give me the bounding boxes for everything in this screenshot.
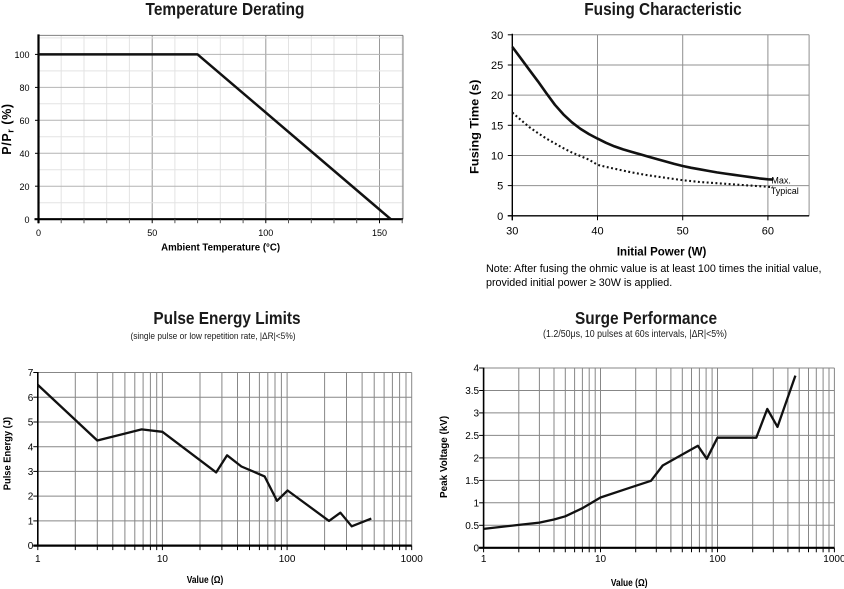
svg-text:2: 2	[474, 454, 480, 465]
svg-text:30: 30	[506, 226, 518, 238]
svg-text:3: 3	[474, 409, 480, 420]
svg-text:4: 4	[28, 442, 34, 453]
svg-text:60: 60	[19, 116, 29, 126]
svg-text:3.5: 3.5	[465, 386, 479, 397]
svg-text:0: 0	[474, 543, 480, 554]
svg-text:5: 5	[497, 181, 503, 193]
svg-text:0: 0	[36, 228, 41, 238]
svg-text:60: 60	[762, 226, 774, 238]
svg-text:1: 1	[474, 498, 480, 509]
svg-text:50: 50	[677, 226, 689, 238]
svg-text:20: 20	[491, 90, 503, 102]
svg-text:40: 40	[591, 226, 603, 238]
svg-text:1: 1	[35, 554, 41, 565]
svg-text:10: 10	[491, 151, 503, 163]
svg-text:50: 50	[147, 228, 157, 238]
svg-text:Pulse Energy (J): Pulse Energy (J)	[2, 417, 14, 490]
svg-text:0: 0	[497, 211, 503, 223]
svg-text:1: 1	[28, 517, 34, 528]
svg-text:1: 1	[481, 554, 487, 565]
svg-text:100: 100	[709, 554, 726, 565]
svg-text:2.5: 2.5	[465, 431, 479, 442]
svg-text:10: 10	[157, 554, 169, 565]
svg-text:1000: 1000	[401, 554, 424, 565]
svg-text:4: 4	[474, 364, 480, 375]
svg-text:10: 10	[595, 554, 607, 565]
svg-text:Typical: Typical	[771, 186, 799, 196]
svg-text:3: 3	[28, 467, 34, 478]
svg-text:Fusing Time (s): Fusing Time (s)	[468, 80, 482, 174]
svg-text:100: 100	[258, 228, 273, 238]
svg-text:Value (Ω): Value (Ω)	[611, 577, 648, 589]
svg-text:150: 150	[372, 228, 387, 238]
svg-text:P/Pr (%): P/Pr (%)	[0, 103, 15, 154]
svg-text:100: 100	[279, 554, 296, 565]
svg-text:Value (Ω): Value (Ω)	[187, 574, 224, 586]
svg-text:100: 100	[14, 50, 29, 60]
svg-text:20: 20	[19, 182, 29, 192]
svg-text:6: 6	[28, 393, 34, 404]
svg-text:1000: 1000	[823, 554, 844, 565]
svg-text:7: 7	[28, 368, 34, 379]
svg-text:0: 0	[24, 215, 29, 225]
svg-text:1.5: 1.5	[465, 476, 479, 487]
svg-text:25: 25	[491, 60, 503, 72]
svg-text:30: 30	[491, 30, 503, 42]
svg-text:5: 5	[28, 418, 34, 429]
svg-text:Peak Voltage (kV): Peak Voltage (kV)	[439, 416, 450, 498]
svg-text:Ambient Temperature (°C): Ambient Temperature (°C)	[161, 242, 280, 253]
svg-text:80: 80	[19, 83, 29, 93]
svg-text:Max.: Max.	[771, 175, 791, 185]
svg-text:0: 0	[28, 541, 34, 552]
svg-text:15: 15	[491, 120, 503, 132]
svg-text:Initial Power (W): Initial Power (W)	[617, 246, 707, 258]
svg-text:0.5: 0.5	[465, 521, 479, 532]
svg-text:40: 40	[19, 149, 29, 159]
svg-text:2: 2	[28, 492, 34, 503]
